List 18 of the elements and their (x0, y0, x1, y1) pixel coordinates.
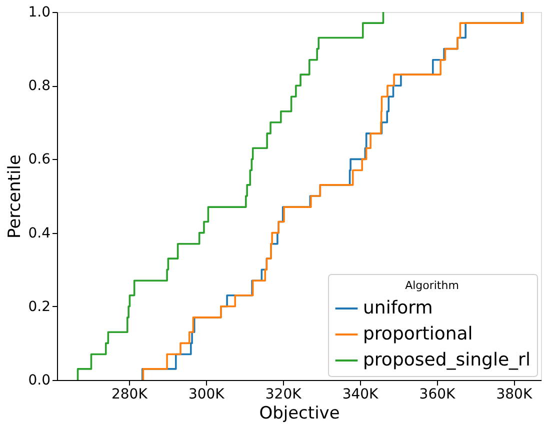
x-tick-label: 380K (496, 386, 533, 402)
x-tick-label: 360K (419, 386, 456, 402)
y-axis-title: Percentile (5, 154, 26, 238)
legend-label: uniform (363, 298, 433, 318)
y-tick-label: 0.0 (28, 372, 50, 388)
legend-label: proportional (363, 324, 473, 344)
legend-label: proposed_single_rl (363, 350, 530, 370)
x-tick-label: 280K (111, 386, 148, 402)
x-tick-label: 320K (265, 386, 302, 402)
y-tick-label: 0.4 (28, 225, 51, 242)
x-tick-label: 340K (342, 386, 380, 402)
y-tick-label: 1.0 (28, 4, 50, 20)
y-tick-label: 0.8 (28, 78, 50, 94)
legend-title: Algorithm (405, 279, 459, 292)
x-tick-label: 300K (188, 386, 226, 402)
x-axis-title: Objective (259, 404, 340, 424)
y-tick-label: 0.6 (28, 152, 51, 168)
y-tick-label: 0.2 (28, 298, 50, 315)
